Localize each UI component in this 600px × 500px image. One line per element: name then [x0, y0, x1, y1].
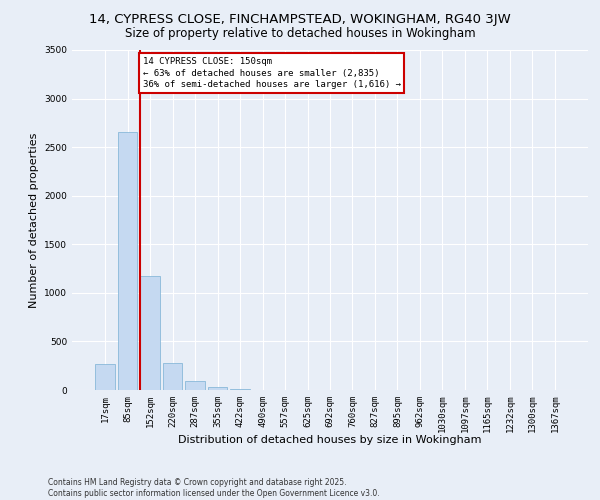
- Text: Contains HM Land Registry data © Crown copyright and database right 2025.
Contai: Contains HM Land Registry data © Crown c…: [48, 478, 380, 498]
- Y-axis label: Number of detached properties: Number of detached properties: [29, 132, 38, 308]
- Bar: [95, 364, 115, 390]
- Text: 14 CYPRESS CLOSE: 150sqm
← 63% of detached houses are smaller (2,835)
36% of sem: 14 CYPRESS CLOSE: 150sqm ← 63% of detach…: [143, 57, 401, 90]
- Bar: [230, 389, 250, 390]
- Bar: [185, 382, 205, 390]
- Bar: [140, 276, 160, 390]
- Bar: [208, 386, 227, 390]
- Text: Size of property relative to detached houses in Wokingham: Size of property relative to detached ho…: [125, 28, 475, 40]
- Bar: [118, 132, 137, 390]
- Text: 14, CYPRESS CLOSE, FINCHAMPSTEAD, WOKINGHAM, RG40 3JW: 14, CYPRESS CLOSE, FINCHAMPSTEAD, WOKING…: [89, 12, 511, 26]
- X-axis label: Distribution of detached houses by size in Wokingham: Distribution of detached houses by size …: [178, 436, 482, 446]
- Bar: [163, 363, 182, 390]
